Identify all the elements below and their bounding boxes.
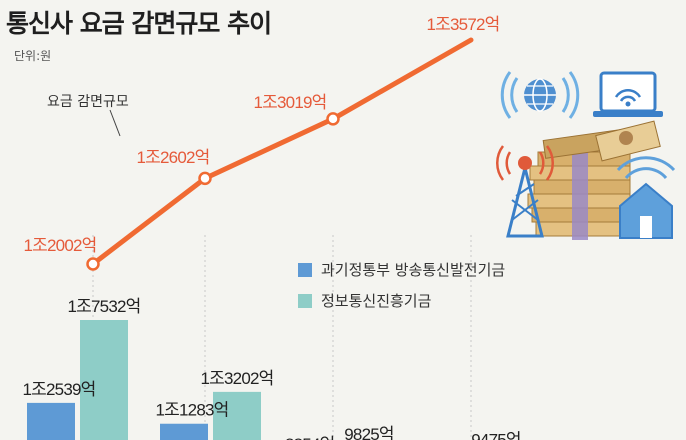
- home-wifi-icon: [616, 156, 676, 239]
- bar-value-label: 9475억: [471, 431, 520, 440]
- line-value-label: 1조3572억: [427, 15, 500, 34]
- chart-title: 통신사 요금 감면규모 추이: [6, 9, 272, 38]
- bar-series: [27, 320, 261, 440]
- bar: [27, 402, 75, 440]
- callout-leader-line: [109, 109, 121, 137]
- legend-swatch: [298, 293, 312, 308]
- line-value-label: 1조3019억: [254, 93, 327, 112]
- telecom-money-illustration: [496, 71, 676, 240]
- line-value-label: 1조2602억: [137, 148, 210, 167]
- legend-item-fund-b: 정보통신진흥기금: [298, 290, 431, 311]
- line-point: [326, 112, 340, 126]
- cell-tower-icon: [496, 145, 554, 238]
- line-value-label: 1조2002억: [24, 236, 97, 255]
- bar-value-label: 1조3202억: [201, 369, 274, 388]
- trend-line: [90, 37, 474, 267]
- line-series: [86, 37, 474, 271]
- globe-icon: [500, 71, 580, 119]
- line-series-label: 요금 감면규모: [47, 94, 129, 110]
- bar-value-label: 1조2539억: [23, 380, 96, 399]
- bar-value-label-partial: 8854억: [285, 435, 334, 440]
- bar: [160, 423, 208, 440]
- legend-item-fund-a: 과기정통부 방송통신발전기금: [298, 259, 505, 280]
- bar-value-label: 1조1283억: [156, 401, 229, 420]
- value-labels: 1조2002억 1조2602억 1조3019억 1조3572억 1조2539억 1조128…: [23, 15, 522, 440]
- laptop-wifi-icon: [593, 71, 663, 117]
- bar-value-label: 9825억: [344, 425, 393, 440]
- bar: [213, 391, 261, 440]
- line-point: [86, 257, 100, 271]
- bar-value-label: 1조7532억: [68, 297, 141, 316]
- unit-label: 단위:원: [14, 49, 52, 63]
- bar: [80, 320, 128, 440]
- money-stack-icon: [527, 120, 661, 240]
- legend-swatch: [298, 262, 312, 277]
- legend-label: 과기정통부 방송통신발전기금: [321, 261, 506, 279]
- legend-label: 정보통신진흥기금: [321, 292, 432, 310]
- line-point: [198, 171, 212, 186]
